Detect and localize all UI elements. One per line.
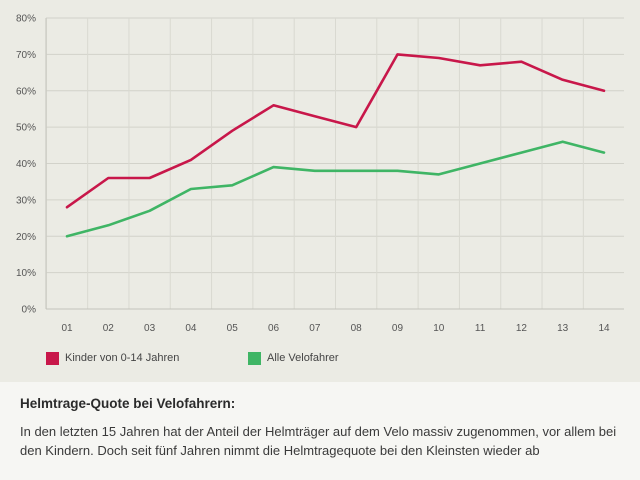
- legend-swatch-children: [46, 351, 59, 365]
- y-tick-label: 70%: [16, 50, 36, 61]
- x-tick-label: 14: [598, 323, 610, 334]
- chart-area: 0% 10% 20% 30% 40% 50% 60% 70% 80% 01 02 03 04 05 06 07…: [15, 13, 624, 366]
- x-tick-label: 09: [392, 323, 404, 334]
- y-tick-label: 60%: [16, 86, 36, 97]
- y-tick-label: 80%: [16, 14, 36, 25]
- x-tick-label: 07: [309, 323, 321, 334]
- y-tick-label: 40%: [16, 159, 36, 170]
- legend-label-children: Kinder von 0-14 Jahren: [65, 352, 180, 364]
- x-tick-label: 11: [475, 323, 486, 334]
- y-tick-label: 0%: [22, 305, 37, 316]
- legend-swatch-all-cyclists: [248, 351, 261, 365]
- x-tick-label: 04: [185, 323, 197, 334]
- x-tick-label: 12: [516, 323, 528, 334]
- x-tick-label: 02: [103, 323, 115, 334]
- x-tick-label: 10: [433, 323, 445, 334]
- line-chart: 0% 10% 20% 30% 40% 50% 60% 70% 80% 01 02 03 04 05 06 07…: [16, 14, 624, 334]
- y-tick-label: 20%: [16, 232, 36, 243]
- caption-title: Helmtrage-Quote bei Velofahrern:: [20, 396, 236, 411]
- x-tick-label: 08: [351, 323, 363, 334]
- legend-item-children: Kinder von 0-14 Jahren: [46, 350, 179, 366]
- series-line-all-cyclists: [65, 140, 606, 238]
- y-tick-label: 30%: [16, 195, 36, 206]
- legend-label-all-cyclists: Alle Velofahrer: [267, 352, 339, 364]
- y-tick-label: 10%: [16, 268, 36, 279]
- x-tick-label: 06: [268, 323, 280, 334]
- legend-item-all-cyclists: Alle Velofahrer: [248, 350, 339, 366]
- x-tick-label: 13: [557, 323, 569, 334]
- y-tick-label: 50%: [16, 123, 36, 134]
- caption-text: In den letzten 15 Jahren hat der Anteil …: [20, 424, 617, 458]
- series-line-children: [65, 53, 606, 209]
- chart-caption: Helmtrage-Quote bei Velofahrern: In den …: [0, 382, 640, 480]
- x-tick-label: 05: [227, 323, 239, 334]
- x-tick-label: 03: [144, 323, 156, 334]
- x-tick-label: 01: [61, 323, 73, 334]
